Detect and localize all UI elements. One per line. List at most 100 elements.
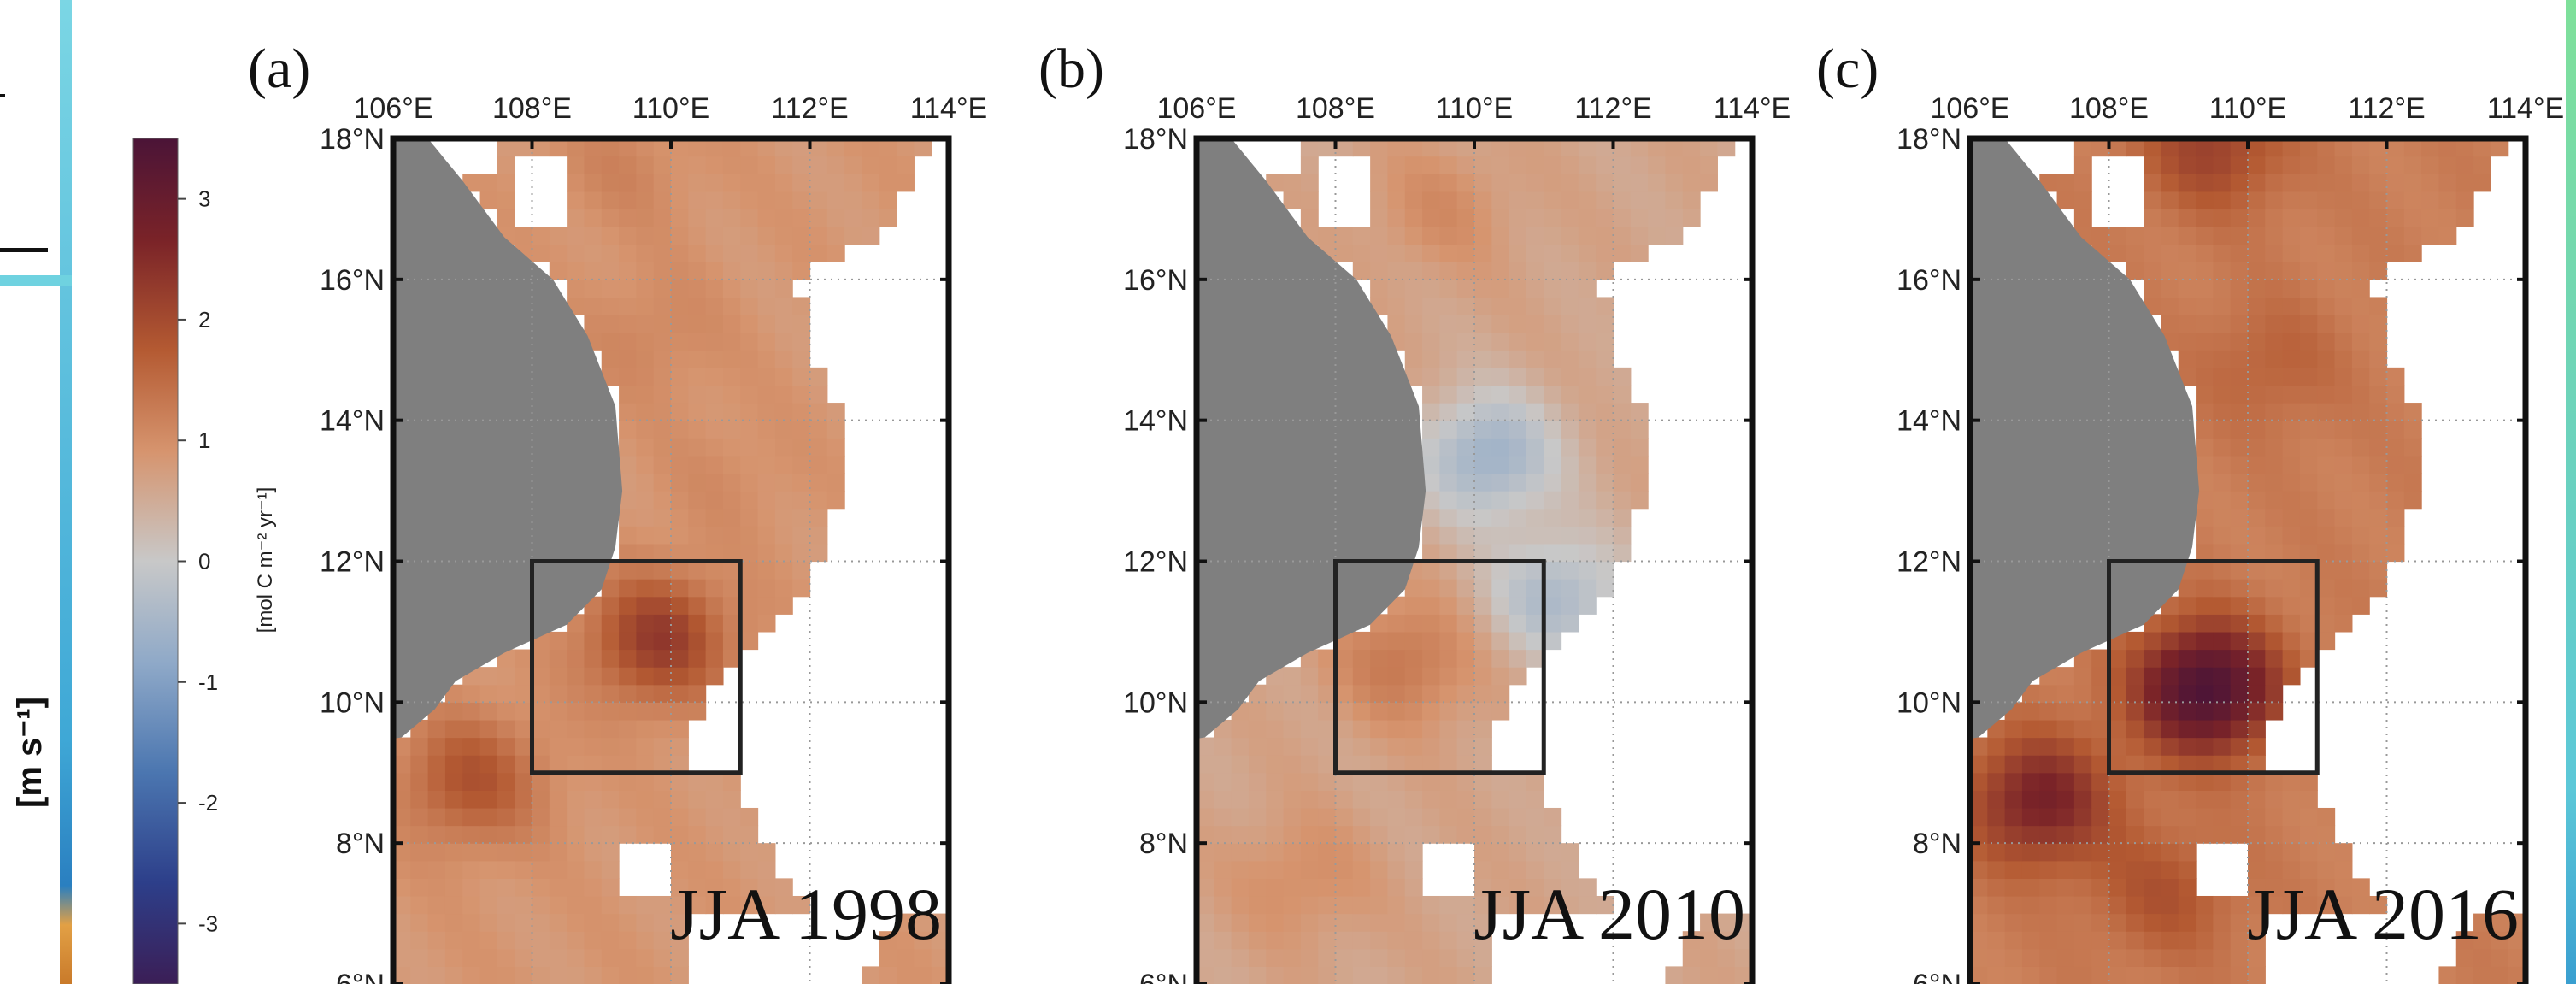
grid-cell	[1300, 931, 1319, 950]
grid-cell	[2108, 825, 2127, 844]
grid-cell	[1578, 878, 1597, 897]
grid-cell	[1526, 807, 1544, 827]
grid-cell	[705, 614, 724, 633]
grid-cell	[1370, 825, 1389, 844]
grid-cell	[653, 543, 672, 563]
grid-cell	[2248, 931, 2266, 950]
grid-cell	[1404, 755, 1423, 774]
grid-cell	[2108, 772, 2127, 791]
grid-cell	[1526, 491, 1544, 510]
grid-cell	[1352, 755, 1371, 774]
grid-cell	[636, 191, 655, 210]
grid-cell	[515, 931, 533, 950]
grid-cell	[1370, 843, 1389, 862]
grid-cell	[2351, 332, 2370, 351]
grid-cell	[1300, 702, 1319, 721]
grid-cell	[757, 843, 776, 862]
grid-cell	[757, 526, 776, 545]
grid-cell	[2196, 596, 2214, 615]
grid-cell	[722, 332, 741, 351]
grid-cell	[619, 526, 637, 545]
grid-cell	[1596, 191, 1614, 210]
grid-cell	[792, 438, 811, 457]
grid-cell	[479, 895, 498, 915]
grid-cell	[2230, 895, 2249, 915]
grid-cell	[1422, 332, 1440, 351]
grid-cell	[757, 491, 776, 510]
grid-cell	[1491, 825, 1510, 844]
grid-cell	[2230, 579, 2249, 598]
grid-cell	[1197, 931, 1214, 950]
grid-cell	[2073, 948, 2092, 967]
grid-cell	[1578, 596, 1597, 615]
grid-cell	[2091, 878, 2110, 897]
grid-cell	[549, 913, 568, 932]
grid-cell	[1970, 895, 1988, 915]
grid-cell	[1613, 526, 1632, 545]
x-tick-label: 114°E	[1714, 92, 1791, 125]
grid-cell	[1439, 614, 1458, 633]
grid-cell	[1422, 825, 1440, 844]
grid-cell	[2126, 772, 2144, 791]
grid-cell	[2265, 667, 2284, 686]
grid-cell	[2196, 350, 2214, 368]
grid-cell	[410, 755, 429, 774]
grid-cell	[2369, 174, 2388, 192]
grid-cell	[601, 755, 620, 774]
grid-cell	[479, 755, 498, 774]
grid-cell	[2282, 209, 2301, 227]
x-tick-label: 110°E	[2209, 92, 2286, 125]
grid-cell	[2056, 684, 2075, 703]
x-tick-label: 112°E	[771, 92, 848, 125]
grid-cell	[2508, 966, 2526, 984]
grid-cell	[2126, 262, 2144, 280]
grid-cell	[722, 614, 741, 633]
grid-cell	[1231, 860, 1250, 879]
grid-cell	[1283, 174, 1302, 192]
grid-cell	[671, 174, 689, 192]
grid-cell	[1439, 244, 1458, 262]
grid-cell	[2108, 878, 2127, 897]
grid-cell	[1474, 438, 1492, 457]
grid-cell	[2334, 138, 2353, 157]
grid-cell	[2196, 790, 2214, 809]
grid-cell	[2299, 262, 2318, 280]
grid-cell	[705, 631, 724, 651]
grid-cell	[671, 667, 689, 686]
grid-cell	[2161, 262, 2179, 280]
grid-cell	[1987, 878, 2006, 897]
grid-cell	[2351, 543, 2370, 563]
grid-cell	[1491, 138, 1510, 157]
grid-cell	[1526, 262, 1544, 280]
grid-cell	[444, 948, 463, 967]
grid-cell	[567, 209, 585, 227]
grid-cell	[444, 807, 463, 827]
colorbar-tick-label: -1	[198, 669, 218, 695]
grid-cell	[584, 755, 603, 774]
grid-cell	[688, 825, 707, 844]
grid-cell	[1596, 895, 1614, 915]
grid-cell	[2161, 719, 2179, 739]
grid-cell	[740, 579, 759, 598]
grid-cell	[2248, 948, 2266, 967]
grid-cell	[410, 878, 429, 897]
grid-cell	[740, 385, 759, 404]
grid-cell	[653, 931, 672, 950]
grid-cell	[2369, 543, 2388, 563]
grid-cell	[479, 966, 498, 984]
grid-cell	[2334, 332, 2353, 351]
grid-cell	[1987, 931, 2006, 950]
grid-cell	[636, 227, 655, 245]
grid-cell	[2473, 138, 2491, 157]
grid-cell	[1456, 438, 1475, 457]
grid-cell	[1648, 227, 1667, 245]
grid-cell	[705, 649, 724, 668]
grid-cell	[2299, 455, 2318, 474]
grid-cell	[2144, 825, 2162, 844]
grid-cell	[2317, 579, 2336, 598]
grid-cell	[1197, 825, 1214, 844]
grid-cell	[2161, 138, 2179, 157]
grid-cell	[2108, 737, 2127, 756]
grid-cell	[792, 191, 811, 210]
grid-cell	[1561, 385, 1579, 404]
